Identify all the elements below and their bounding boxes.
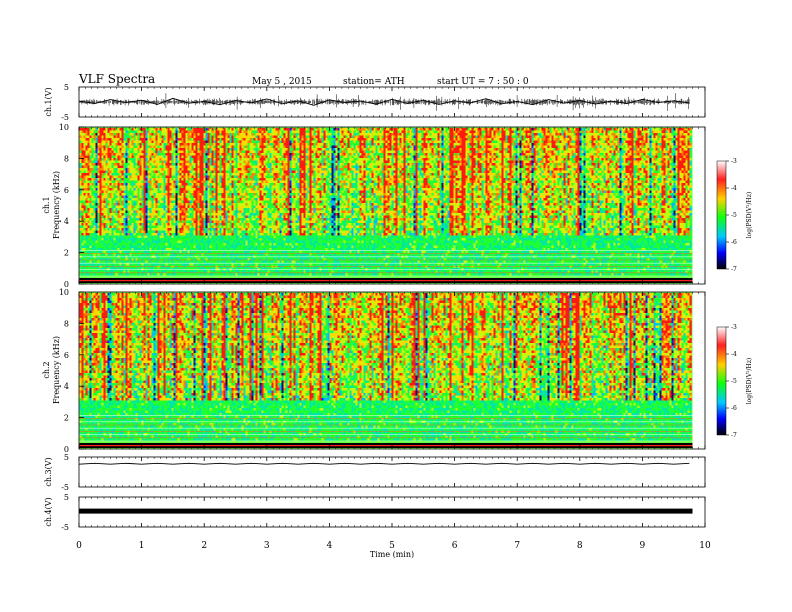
station-label: station= ATH [343,77,405,87]
colorbar-tick-label: -4 [731,185,737,192]
ch2-spec-ytick-label: 6 [64,351,69,360]
ch1-colorbar-label: log(PSD(V²/Hz) [746,192,753,239]
x-tick-label: 6 [452,541,458,551]
date-label: May 5 , 2015 [252,77,312,87]
ch1-waveform-trace [79,93,689,111]
ch2-colorbar-label: log(PSD(V²/Hz) [746,358,753,405]
ch2-spec-ytick-label: 0 [64,445,69,454]
colorbar-tick-label: -7 [731,432,737,439]
colorbar-tick-label: -3 [731,324,737,331]
ch1-colorbar-scale [717,161,726,269]
colorbar-tick-label: -4 [731,351,737,358]
ch4-ytick-top: 5 [64,493,69,502]
colorbar-tick-label: -5 [731,212,737,219]
ch2-colorbar-scale [717,327,726,435]
ch1-spec-ylabel: ch.1 [42,196,51,213]
ch3-ytick-top: 5 [64,453,69,462]
x-tick-label: 1 [139,541,145,551]
x-tick-label: 3 [264,541,270,551]
ch1-spec-ytick-label: 2 [64,249,69,258]
ch1-spec-ylabel-freq: Frequency (kHz) [52,171,61,239]
ch1-spec-ytick-label: 4 [64,217,69,226]
ch1-colorbar: -3 -4 -5 -6 -7 log(PSD(V²/Hz) [717,158,753,273]
start-time-label: start UT = 7 : 50 : 0 [437,77,529,87]
figure-title: VLF Spectra [78,72,155,86]
ch1-spec-ytick-label: 10 [59,123,69,132]
ch2-spec-ytick-label: 2 [64,414,69,423]
spectrogram-bottom-line [80,280,693,281]
ch2-spec-ytick-label: 4 [64,382,69,391]
ch1-spec-ytick-label: 8 [64,154,69,163]
ch3-waveform-trace [79,463,689,464]
colorbar-tick-label: -6 [731,405,737,412]
ch4-waveform-ylabel: ch.4(V) [44,497,53,526]
ch1-ytick-bottom: -5 [61,113,69,122]
ch2-spec-ylabel: ch.2 [42,361,51,378]
colorbar-tick-label: -7 [731,266,737,273]
ch3-waveform-ylabel: ch.3(V) [44,457,53,486]
x-axis-label: Time (min) [370,550,414,559]
ch2-spectrogram [80,293,693,449]
x-tick-label: 0 [76,541,82,551]
ch3-waveform-frame [79,457,705,487]
x-tick-label: 10 [699,541,711,551]
x-tick-label: 2 [201,541,207,551]
ch2-colorbar: -3 -4 -5 -6 -7 log(PSD(V²/Hz) [717,324,753,439]
ch1-ytick-top: 5 [64,83,69,92]
spectrogram-bottom-line [80,445,693,446]
x-tick-label: 9 [640,541,646,551]
colorbar-tick-label: -3 [731,158,737,165]
ch4-ytick-bottom: -5 [61,523,69,532]
x-tick-label: 7 [514,541,520,551]
ch1-spec-ytick-label: 6 [64,186,69,195]
waveform-band [79,509,693,514]
ch2-spec-ylabel-freq: Frequency (kHz) [52,336,61,404]
waveform-line [79,463,689,464]
colorbar-tick-label: -6 [731,239,737,246]
ch3-ytick-bottom: -5 [61,483,69,492]
ch2-spec-ytick-label: 8 [64,319,69,328]
ch2-spec-ytick-label: 10 [59,288,69,297]
ch1-waveform-ylabel: ch.1(V) [44,87,53,116]
colorbar-tick-label: -5 [731,378,737,385]
ch4-waveform-trace [79,509,693,514]
x-tick-label: 8 [577,541,583,551]
ch1-spectrogram [80,128,693,284]
waveform-noise [80,93,690,111]
x-tick-label: 4 [327,541,333,551]
